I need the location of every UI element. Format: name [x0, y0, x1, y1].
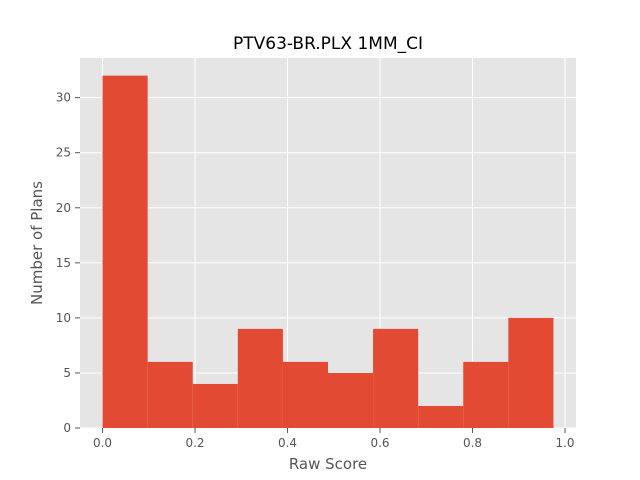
- histogram-bar: [102, 75, 148, 428]
- histogram-bar: [508, 317, 554, 428]
- y-axis-ticks: 0 5 10 15 20 25 30: [56, 91, 80, 435]
- histogram-bar: [373, 328, 419, 428]
- chart-title: PTV63-BR.PLX 1MM_CI: [233, 34, 423, 54]
- histogram-bar: [418, 405, 464, 428]
- histogram-bars: [102, 75, 554, 428]
- y-tick-label: 10: [56, 311, 71, 325]
- histogram-bar: [237, 328, 283, 428]
- x-tick-label: 0.4: [278, 436, 297, 450]
- histogram-bar: [192, 383, 238, 428]
- x-tick-label: 0.8: [463, 436, 482, 450]
- x-tick-label: 1.0: [555, 436, 574, 450]
- y-axis-label: Number of Plans: [28, 181, 46, 305]
- histogram-bar: [328, 372, 374, 428]
- y-tick-label: 20: [56, 201, 71, 215]
- x-tick-label: 0.6: [370, 436, 389, 450]
- y-tick-label: 5: [63, 366, 71, 380]
- histogram-bar: [147, 361, 193, 428]
- x-axis-ticks: 0.0 0.2 0.4 0.6 0.8 1.0: [93, 428, 575, 450]
- x-tick-label: 0.0: [93, 436, 112, 450]
- y-tick-label: 15: [56, 256, 71, 270]
- y-tick-label: 25: [56, 146, 71, 160]
- x-axis-label: Raw Score: [289, 455, 367, 473]
- histogram-bar: [282, 361, 328, 428]
- y-tick-label: 30: [56, 91, 71, 105]
- x-tick-label: 0.2: [185, 436, 204, 450]
- y-tick-label: 0: [63, 421, 71, 435]
- histogram-bar: [463, 361, 509, 428]
